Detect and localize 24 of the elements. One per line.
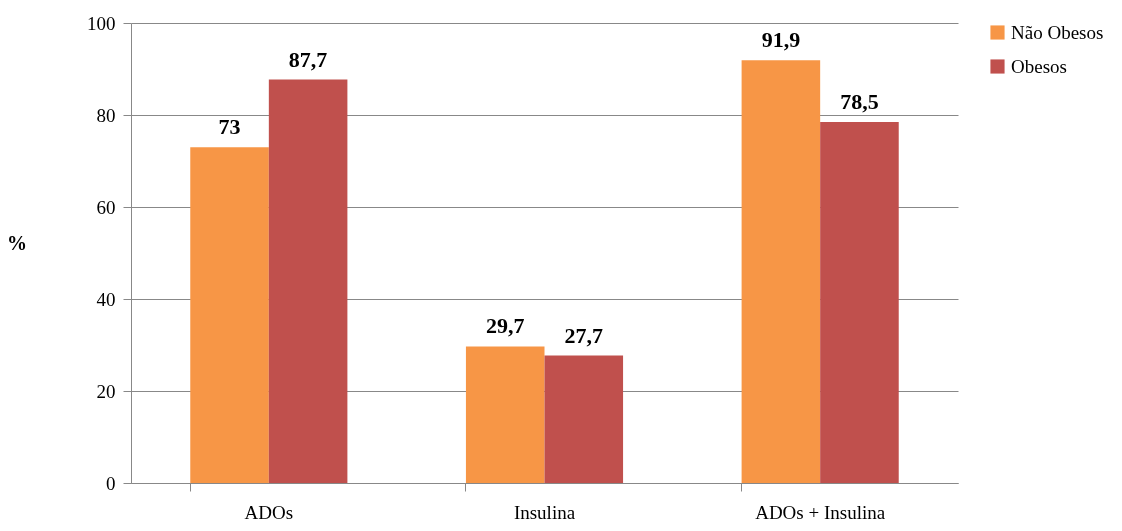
data-label: 91,9: [761, 27, 801, 53]
bar: [268, 79, 348, 483]
x-tick-label: ADOs: [244, 501, 294, 523]
bar: [465, 346, 545, 483]
data-label: 87,7: [288, 46, 328, 72]
data-label: 29,7: [485, 313, 525, 339]
y-tick-label: 0: [106, 472, 116, 494]
bar: [190, 147, 269, 483]
data-label: 78,5: [840, 88, 879, 114]
bar: [741, 60, 821, 483]
y-tick-label: 100: [87, 12, 116, 34]
bar: [820, 121, 899, 483]
bar: [544, 355, 624, 483]
y-tick-label: 40: [96, 288, 116, 310]
x-tick-label: Insulina: [513, 501, 576, 523]
y-axis-title: %: [7, 231, 27, 254]
y-tick-label: 60: [96, 196, 116, 218]
x-tick-label: ADOs + Insulina: [755, 501, 886, 523]
legend-label: Não Obesos: [1011, 21, 1104, 43]
y-tick-label: 20: [96, 380, 116, 402]
data-label: 73: [218, 114, 241, 140]
data-label: 27,7: [564, 322, 604, 348]
y-tick-label: 80: [96, 104, 116, 126]
legend-label: Obesos: [1011, 55, 1067, 77]
